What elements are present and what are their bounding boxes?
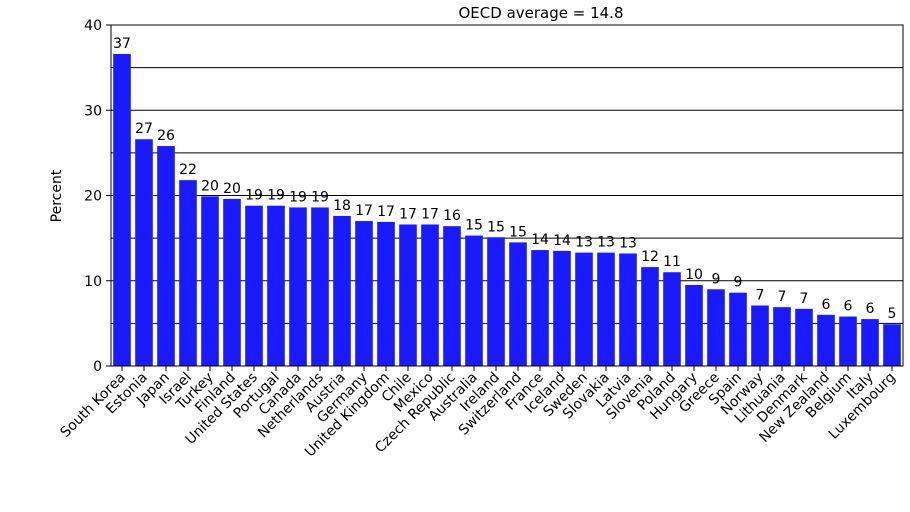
bar [597, 252, 615, 366]
bar-value-label: 17 [421, 206, 439, 222]
bar [883, 324, 901, 366]
bar-value-label: 15 [509, 224, 527, 240]
bar-value-label: 37 [113, 36, 131, 52]
bar [421, 224, 439, 366]
bar [157, 146, 175, 366]
bar [795, 308, 813, 366]
gridlines [111, 67, 903, 324]
bar [575, 252, 593, 366]
bar-value-label: 27 [135, 121, 153, 137]
bars [113, 53, 901, 367]
y-tick-label: 30 [84, 103, 102, 119]
bar-value-label: 14 [553, 233, 571, 249]
bar-value-label: 13 [597, 235, 615, 251]
bar-value-label: 20 [201, 178, 219, 194]
bar-value-label: 18 [333, 198, 351, 214]
y-tick-label: 20 [84, 189, 102, 205]
bar-value-label: 16 [443, 208, 461, 224]
bar-value-label: 6 [866, 301, 875, 317]
bar [729, 292, 747, 366]
bar-value-label: 17 [399, 206, 417, 222]
bar-value-label: 9 [734, 275, 743, 291]
bar-value-label: 19 [289, 189, 307, 205]
bar [201, 196, 219, 366]
y-tick-label: 10 [84, 274, 102, 290]
bar-value-label: 22 [179, 162, 197, 178]
bar [267, 205, 285, 366]
bar [751, 305, 769, 366]
y-tick-label: 0 [93, 359, 102, 375]
bar [289, 207, 307, 366]
bar [641, 267, 659, 366]
bar-value-label: 7 [778, 289, 787, 305]
bar-value-label: 13 [575, 235, 593, 251]
bar-value-label: 17 [355, 203, 373, 219]
bar-value-label: 26 [157, 128, 175, 144]
bar [707, 289, 725, 366]
y-axis-title: Percent [49, 169, 65, 222]
bar [839, 316, 857, 366]
bar [509, 242, 527, 366]
bar-value-label: 7 [800, 291, 809, 307]
bar-value-label: 20 [223, 181, 241, 197]
bar [861, 319, 879, 366]
bar-value-label: 10 [685, 267, 703, 283]
bar-value-label: 19 [245, 188, 263, 204]
bar [355, 221, 373, 366]
x-axis-ticks: South KoreaEstoniaJapanIsraelTurkeyFinla… [58, 366, 899, 460]
bar-value-label: 7 [756, 287, 765, 303]
bar-value-label: 15 [487, 219, 505, 235]
bar [223, 198, 241, 366]
bar [685, 285, 703, 366]
bar-value-label: 15 [465, 218, 483, 234]
bar-value-label: 13 [619, 235, 637, 251]
bar-value-label: 6 [822, 297, 831, 313]
bar-value-label: 14 [531, 232, 549, 248]
bar [487, 237, 505, 366]
bar-value-label: 12 [641, 249, 659, 265]
bar [245, 205, 263, 366]
bar [817, 314, 835, 366]
bar-value-label: 11 [663, 254, 681, 270]
chart-title: OECD average = 14.8 [459, 4, 624, 22]
bar [179, 180, 197, 366]
bar [377, 221, 395, 366]
bar [443, 226, 461, 366]
bar-value-label: 19 [267, 188, 285, 204]
bar-value-label: 5 [888, 306, 897, 322]
bar [531, 250, 549, 366]
bar [553, 250, 571, 366]
y-axis-ticks: 0 10 20 30 40 [84, 18, 111, 375]
bar [135, 139, 153, 366]
plot-frame [110, 24, 904, 367]
bar-value-label: 9 [712, 271, 721, 287]
bar [113, 53, 131, 367]
bar [311, 207, 329, 366]
y-tick-label: 40 [84, 18, 102, 34]
bar [663, 272, 681, 366]
bar [333, 215, 351, 366]
bar-value-label: 19 [311, 189, 329, 205]
bar-value-label: 17 [377, 204, 395, 220]
bar [399, 224, 417, 366]
bar-value-label: 6 [844, 299, 853, 315]
bar [465, 235, 483, 366]
bar [619, 253, 637, 366]
bar [773, 307, 791, 366]
